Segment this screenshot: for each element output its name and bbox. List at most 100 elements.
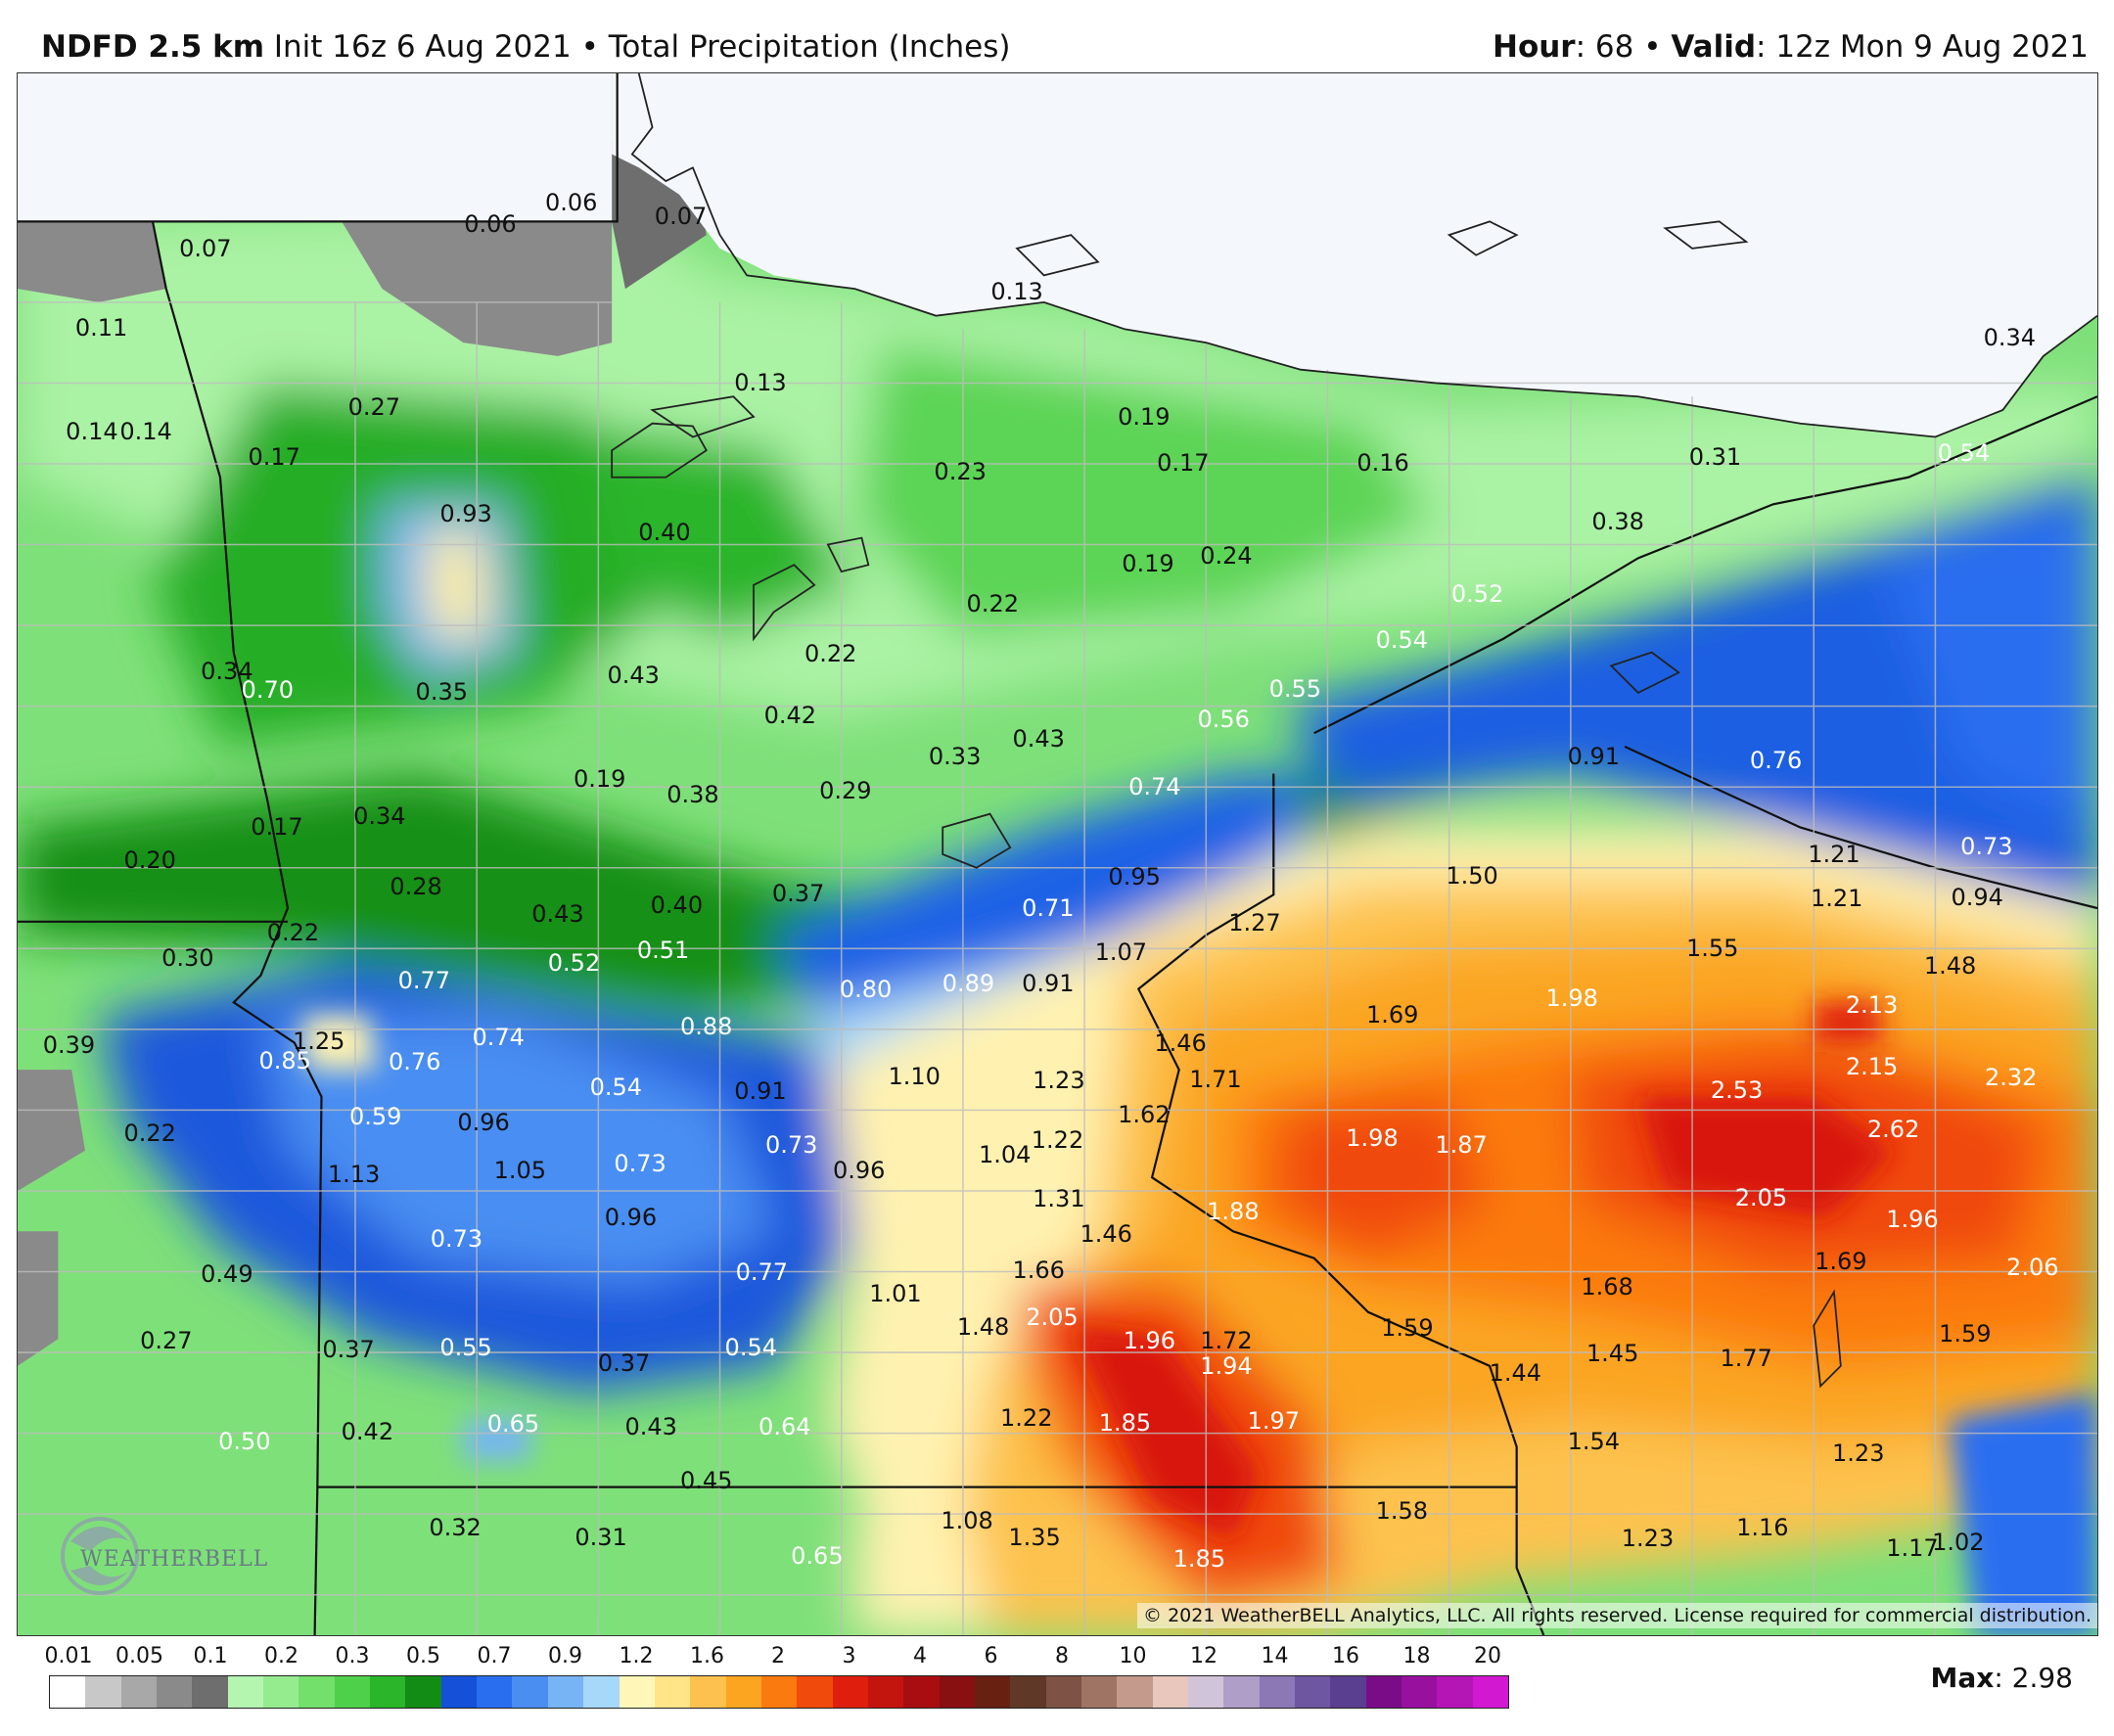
precip-value-label: 1.96	[1886, 1205, 1939, 1233]
precip-value-label: 1.48	[956, 1312, 1010, 1341]
precip-value-label: 0.37	[597, 1349, 651, 1378]
legend-tick-label: 2	[771, 1644, 785, 1668]
precip-value-label: 0.77	[397, 967, 451, 995]
precip-value-label: 1.54	[1567, 1427, 1621, 1455]
precip-value-label: 0.76	[1749, 746, 1803, 774]
precip-value-label: 0.13	[990, 277, 1043, 305]
precip-value-label: 0.74	[472, 1024, 525, 1052]
legend-swatch	[1010, 1676, 1046, 1708]
legend-tick-label: 14	[1261, 1644, 1289, 1668]
precip-value-label: 0.43	[624, 1412, 677, 1440]
legend-swatch	[299, 1676, 335, 1708]
valid-info: Hour: 68 • Valid: 12z Mon 9 Aug 2021	[1493, 29, 2089, 65]
precip-value-label: 1.35	[1008, 1523, 1061, 1551]
precip-value-label: 1.98	[1545, 984, 1598, 1013]
precip-value-label: 0.37	[771, 879, 825, 907]
precip-value-label: 0.35	[415, 677, 468, 706]
legend-color-bar	[49, 1675, 1509, 1709]
precip-value-label: 1.72	[1200, 1326, 1253, 1354]
precip-value-label: 1.16	[1736, 1513, 1789, 1541]
precip-value-label: 1.23	[1621, 1524, 1675, 1552]
precip-value-label: 0.65	[791, 1541, 844, 1570]
precip-value-label: 0.43	[607, 662, 660, 689]
precip-value-label: 0.30	[161, 943, 214, 972]
precip-value-label: 2.05	[1026, 1303, 1079, 1332]
valid-value: : 12z Mon 9 Aug 2021	[1756, 29, 2089, 65]
precip-value-label: 0.54	[589, 1074, 642, 1102]
precip-value-label: 0.77	[735, 1257, 789, 1286]
precip-value-label: 1.59	[1939, 1319, 1992, 1348]
valid-separator: •	[1643, 29, 1662, 65]
precip-value-label: 0.39	[42, 1031, 96, 1060]
legend-swatch	[903, 1676, 940, 1708]
no-data-area	[612, 73, 2097, 437]
precip-value-label: 2.13	[1845, 991, 1899, 1020]
precip-value-label: 0.91	[1022, 970, 1075, 998]
precip-value-label: 0.17	[251, 813, 303, 842]
precip-value-label: 0.31	[1688, 443, 1742, 472]
precip-value-label: 1.46	[1154, 1028, 1207, 1057]
legend-swatch	[405, 1676, 441, 1708]
map-header: NDFD 2.5 km Init 16z 6 Aug 2021 • Total …	[0, 0, 2114, 72]
valid-label: Valid	[1671, 29, 1757, 65]
precip-value-label: 0.73	[764, 1131, 818, 1160]
low-precip-area	[18, 1231, 59, 1366]
legend-tick-label: 6	[984, 1644, 998, 1668]
precip-value-label: 0.89	[942, 970, 995, 998]
legend-swatch	[1472, 1676, 1509, 1708]
legend-tick-label: 0.05	[115, 1644, 163, 1668]
precip-value-label: 0.59	[348, 1103, 402, 1131]
legend-tick-label: 4	[913, 1644, 927, 1668]
legend-tick-label: 8	[1055, 1644, 1069, 1668]
precip-value-label: 1.59	[1381, 1314, 1434, 1343]
precip-value-label: 0.64	[758, 1412, 811, 1440]
precip-value-label: 1.23	[1033, 1067, 1085, 1095]
precip-value-label: 0.70	[241, 676, 294, 705]
precip-value-label: 0.22	[266, 918, 320, 946]
precip-value-label: 0.49	[201, 1260, 253, 1289]
low-precip-area	[18, 221, 613, 356]
precip-value-label: 1.97	[1247, 1407, 1300, 1436]
precip-value-label: 2.53	[1710, 1075, 1764, 1104]
legend-tick-label: 0.9	[548, 1644, 582, 1668]
precip-value-label: 2.15	[1845, 1053, 1899, 1081]
precip-value-label: 1.25	[292, 1028, 345, 1056]
legend-tick-label: 18	[1402, 1644, 1431, 1668]
precip-value-label: 0.14	[119, 417, 172, 445]
precip-value-label: 0.95	[1108, 863, 1161, 891]
precip-value-label: 2.06	[2006, 1254, 2059, 1282]
precip-value-label: 1.96	[1123, 1326, 1176, 1354]
precip-value-label: 0.20	[123, 845, 176, 874]
precip-value-label: 1.46	[1080, 1219, 1132, 1248]
precip-value-label: 1.31	[1033, 1185, 1085, 1213]
precip-value-label: 0.14	[66, 417, 118, 445]
precip-value-label: 0.93	[439, 499, 492, 527]
precip-value-label: 0.22	[966, 590, 1019, 618]
precip-value-label: 0.32	[429, 1513, 482, 1541]
max-label: Max	[1930, 1662, 1995, 1694]
legend-swatch	[227, 1676, 264, 1708]
precip-value-label: 1.22	[1031, 1125, 1084, 1154]
legend-tick-label: 0.2	[264, 1644, 299, 1668]
precip-value-label: 0.38	[666, 781, 719, 809]
precip-value-label: 0.22	[804, 639, 857, 667]
legend-swatch	[1437, 1676, 1473, 1708]
precip-value-label: 0.11	[74, 314, 128, 343]
precip-value-label: 2.62	[1866, 1115, 1920, 1143]
precip-value-label: 0.23	[934, 458, 987, 486]
precip-value-label: 0.33	[928, 742, 982, 770]
precip-value-label: 0.55	[439, 1333, 492, 1361]
precip-value-label: 0.16	[1356, 448, 1409, 477]
legend-swatch	[192, 1676, 228, 1708]
legend-swatch	[654, 1676, 691, 1708]
precip-value-label: 0.54	[1375, 626, 1429, 655]
precip-value-label: 1.22	[1000, 1404, 1053, 1433]
precip-value-label: 0.34	[353, 802, 406, 831]
legend-tick-label: 12	[1190, 1644, 1218, 1668]
legend-swatch	[85, 1676, 121, 1708]
map-title: NDFD 2.5 km Init 16z 6 Aug 2021 • Total …	[41, 29, 1011, 65]
weatherbell-logo: WEATHERBELL	[51, 1502, 267, 1610]
legend-swatch	[832, 1676, 868, 1708]
precip-value-label: 1.85	[1098, 1408, 1152, 1437]
precip-value-label: 1.69	[1365, 1000, 1419, 1028]
